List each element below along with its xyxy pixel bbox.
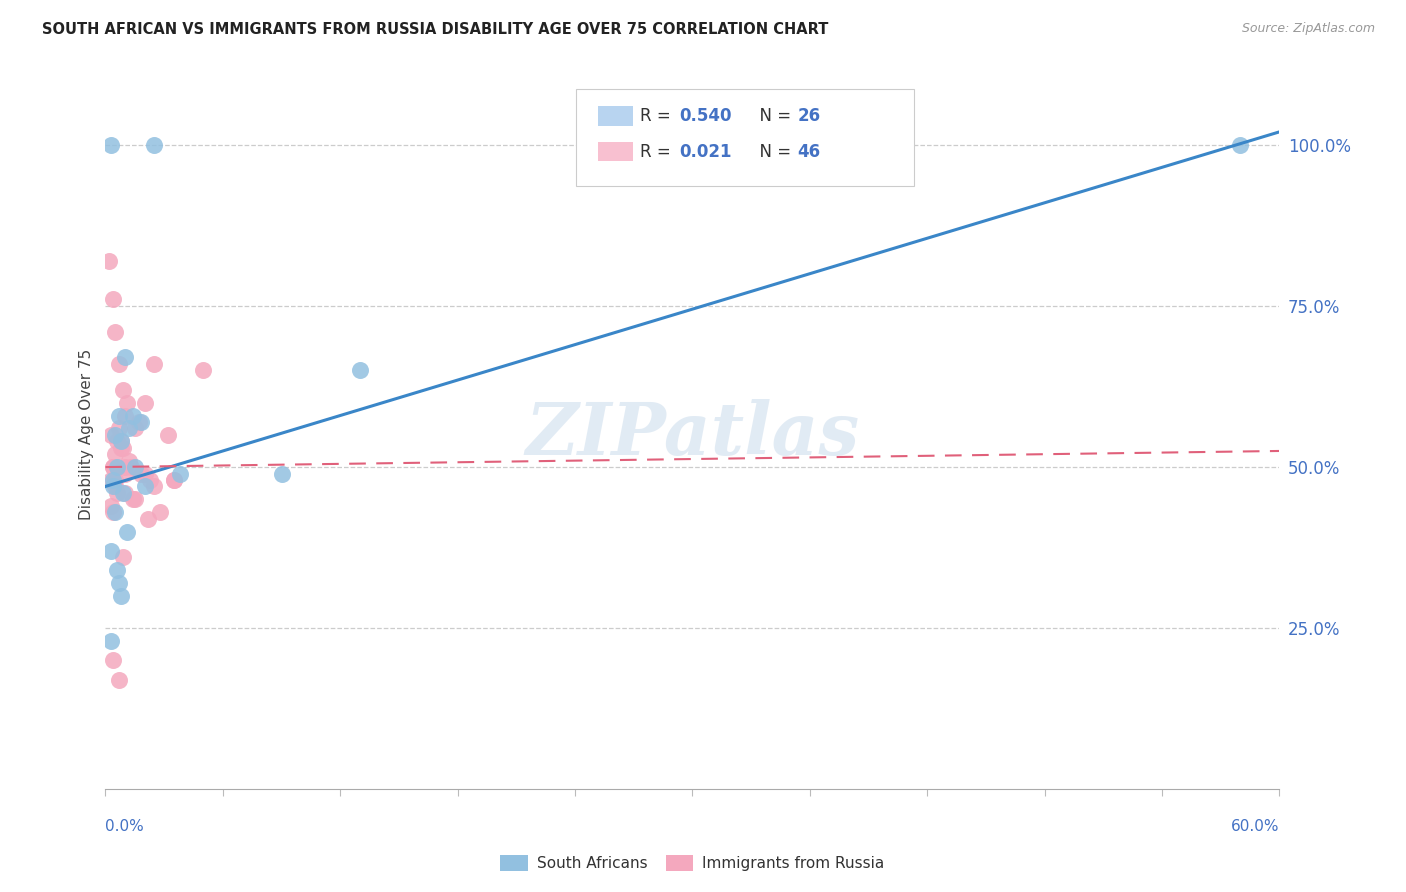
Point [105, 486, 128, 500]
Text: ZIPatlas: ZIPatlas [526, 400, 859, 470]
Point [114, 351, 136, 365]
Text: 0.021: 0.021 [679, 143, 731, 161]
Point [169, 467, 191, 481]
Point [108, 357, 131, 371]
Point [104, 447, 127, 461]
Point [110, 434, 132, 449]
Point [129, 467, 152, 481]
Point [121, 409, 143, 423]
Point [124, 421, 146, 435]
Point [108, 673, 131, 687]
Point [112, 486, 135, 500]
Text: R =: R = [640, 107, 681, 125]
Point [103, 505, 125, 519]
Point [115, 524, 138, 539]
Point [112, 550, 135, 565]
Point [270, 467, 292, 481]
Text: 46: 46 [797, 143, 820, 161]
Text: R =: R = [640, 143, 681, 161]
Point [105, 434, 128, 449]
Point [157, 428, 180, 442]
Point [108, 409, 131, 423]
Point [103, 460, 125, 475]
Point [163, 473, 186, 487]
Point [100, 473, 122, 487]
Point [163, 473, 186, 487]
Point [103, 293, 125, 307]
Text: SOUTH AFRICAN VS IMMIGRANTS FROM RUSSIA DISABILITY AGE OVER 75 CORRELATION CHART: SOUTH AFRICAN VS IMMIGRANTS FROM RUSSIA … [42, 22, 828, 37]
Point [100, 137, 122, 152]
Point [121, 492, 143, 507]
Point [112, 441, 135, 455]
Point [110, 589, 132, 603]
Point [100, 499, 122, 513]
Point [143, 137, 166, 152]
Point [124, 460, 146, 475]
Point [138, 511, 160, 525]
Text: 26: 26 [797, 107, 820, 125]
Point [129, 415, 152, 429]
Point [104, 428, 127, 442]
Point [114, 460, 136, 475]
Point [139, 473, 162, 487]
Y-axis label: Disability Age Over 75: Disability Age Over 75 [79, 350, 94, 520]
Point [104, 325, 127, 339]
Point [349, 363, 371, 377]
Point [128, 415, 150, 429]
Point [120, 460, 142, 475]
Point [103, 479, 125, 493]
Point [112, 383, 135, 397]
Point [114, 486, 136, 500]
Point [110, 434, 132, 449]
Point [110, 441, 132, 455]
Point [134, 479, 156, 493]
Point [100, 544, 122, 558]
Point [104, 505, 127, 519]
Point [149, 505, 172, 519]
Point [143, 357, 166, 371]
Point [103, 653, 125, 667]
Point [134, 395, 156, 409]
Point [118, 453, 141, 467]
Point [104, 473, 127, 487]
Legend: South Africans, Immigrants from Russia: South Africans, Immigrants from Russia [494, 849, 891, 878]
Point [105, 460, 128, 475]
Point [108, 421, 131, 435]
Point [105, 563, 128, 577]
Text: N =: N = [749, 107, 801, 125]
Point [143, 479, 166, 493]
Text: 0.0%: 0.0% [105, 819, 145, 834]
Point [100, 634, 122, 648]
Point [103, 473, 125, 487]
Text: 0.540: 0.540 [679, 107, 731, 125]
Point [124, 492, 146, 507]
Point [193, 363, 215, 377]
Point [108, 576, 131, 591]
Point [134, 467, 156, 481]
Point [118, 421, 141, 435]
Text: 60.0%: 60.0% [1232, 819, 1279, 834]
Point [103, 460, 125, 475]
Point [114, 467, 136, 481]
Text: Source: ZipAtlas.com: Source: ZipAtlas.com [1241, 22, 1375, 36]
Point [98, 253, 121, 268]
Point [104, 479, 127, 493]
Point [100, 428, 122, 442]
Point [1229, 137, 1251, 152]
Text: N =: N = [749, 143, 801, 161]
Point [115, 395, 138, 409]
Point [114, 409, 136, 423]
